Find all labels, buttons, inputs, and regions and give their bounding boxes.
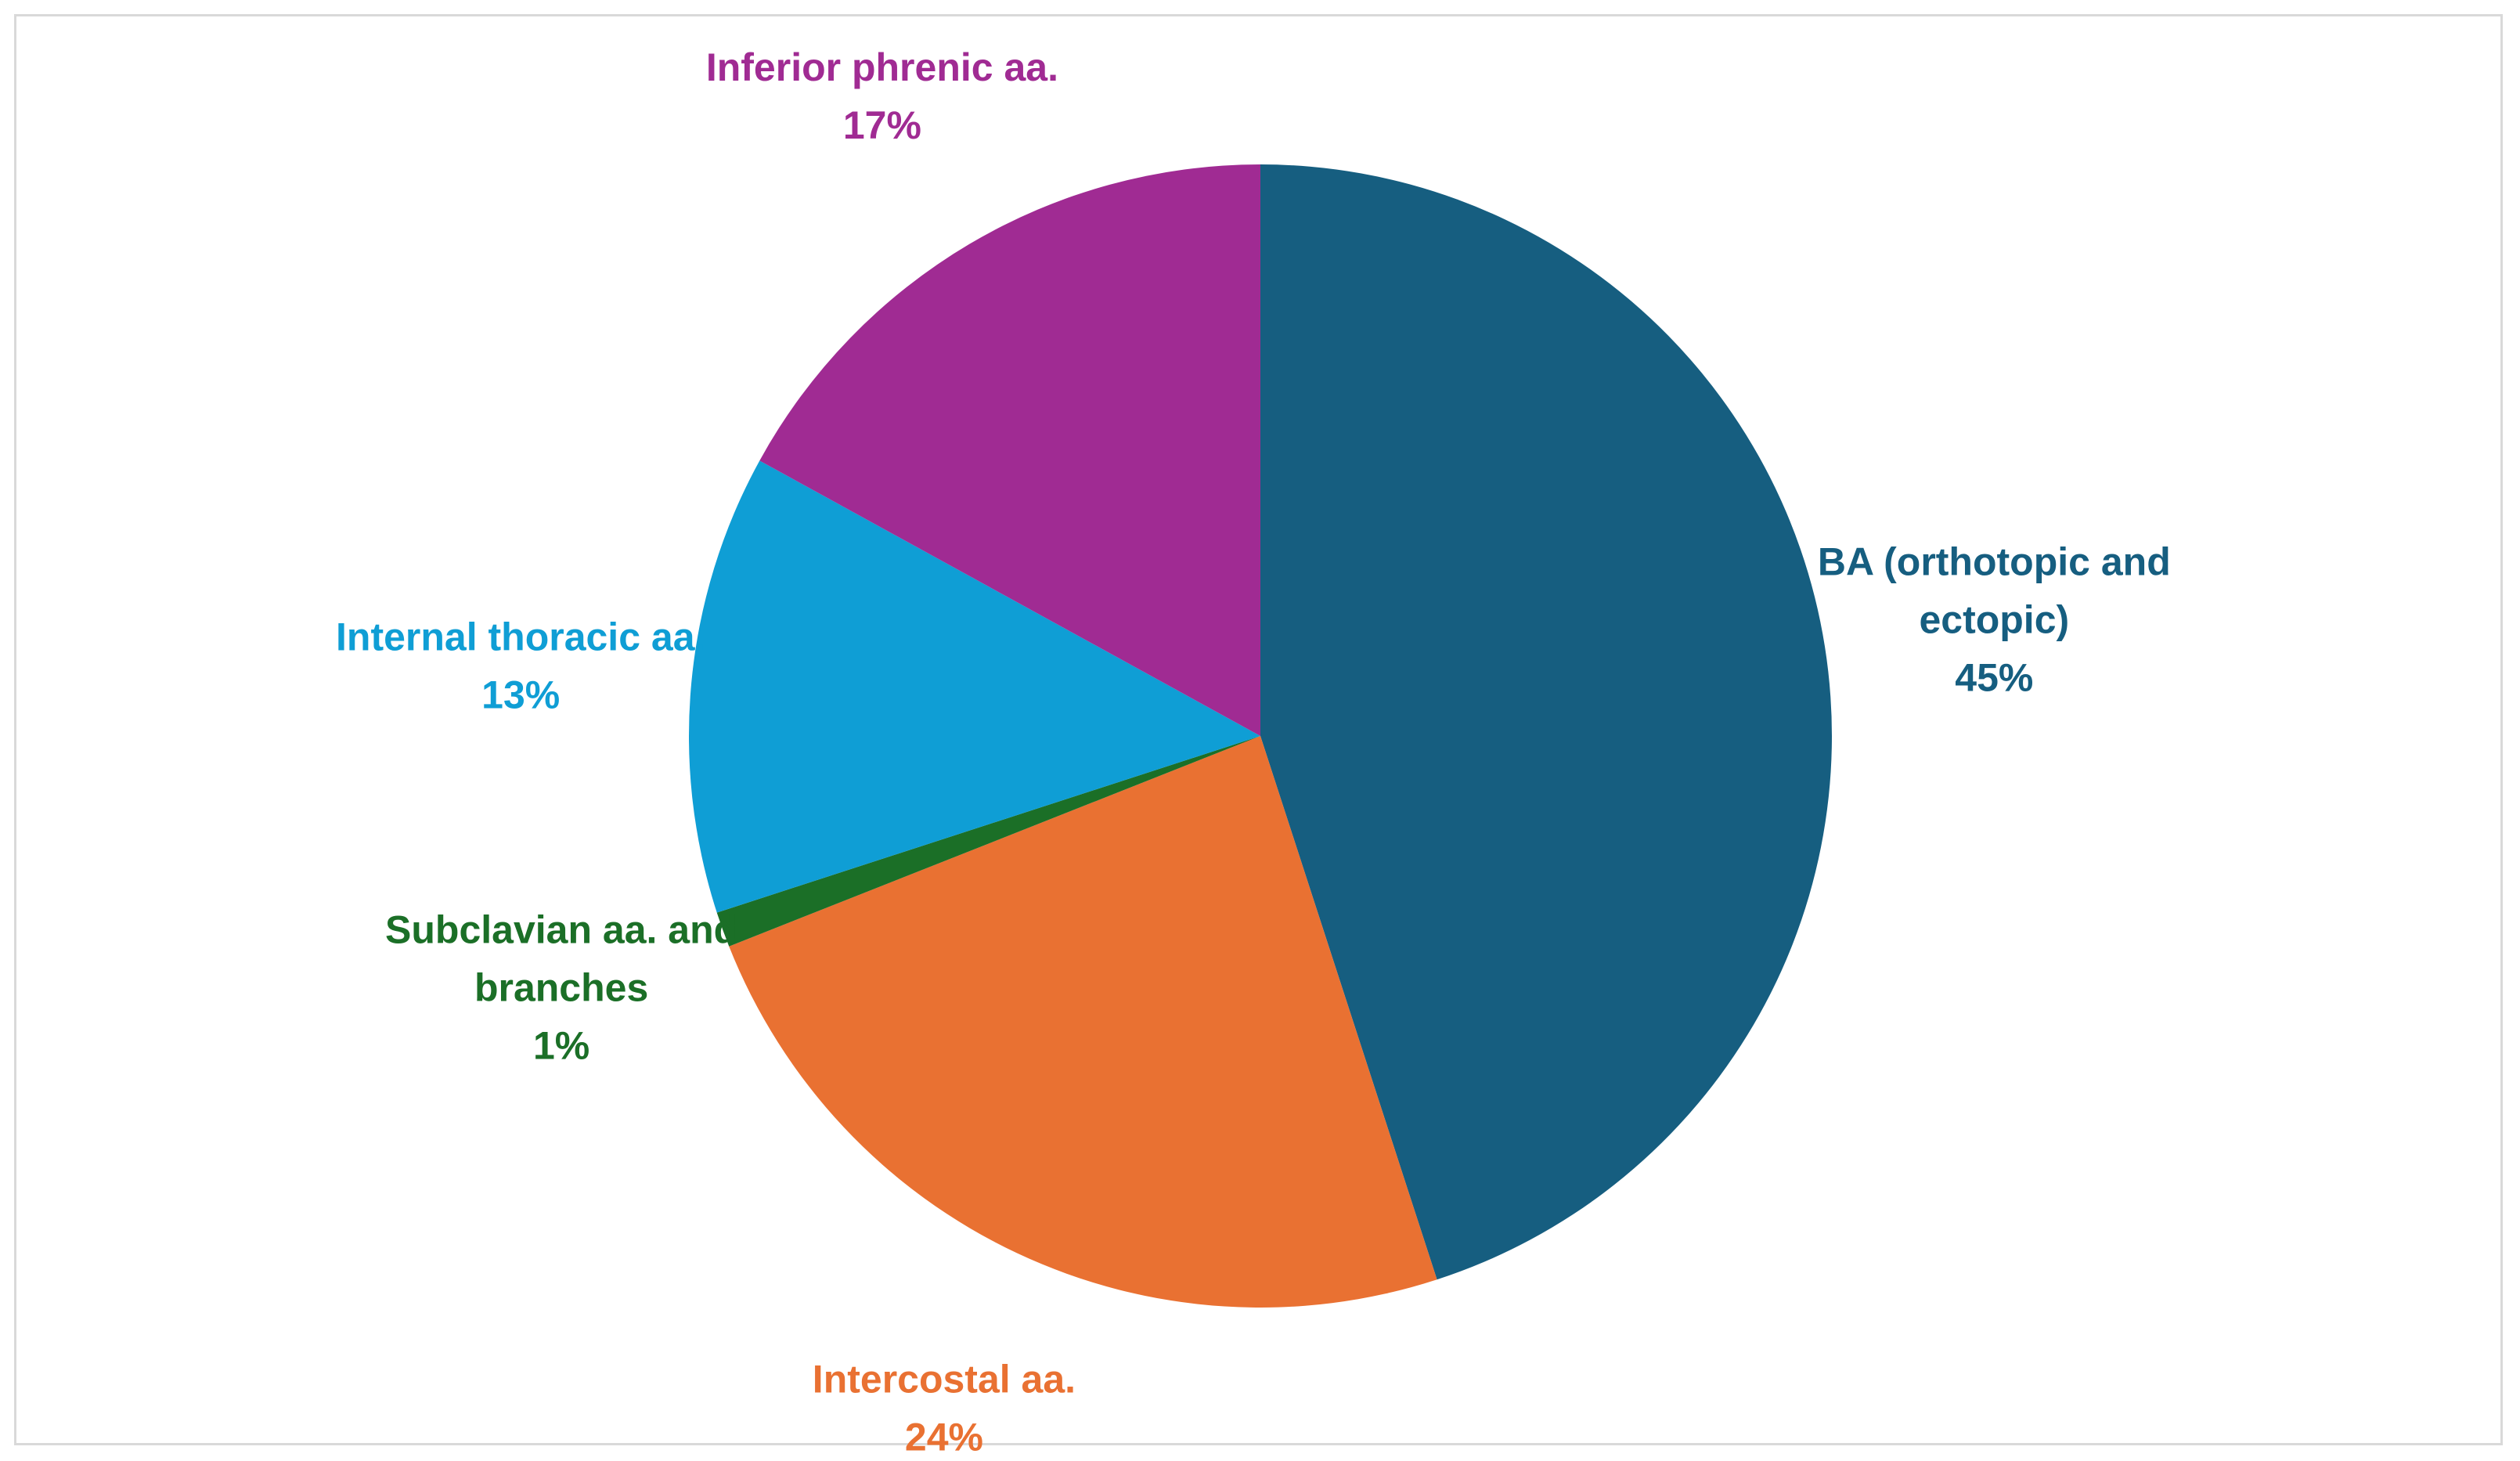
slice-name-label: Intercostal aa.: [813, 1358, 1076, 1401]
slice-percent-label: 24%: [905, 1416, 983, 1459]
slice-name-label: branches: [474, 965, 648, 1009]
slice-name-label: ectopic): [1919, 598, 2069, 642]
pie-slice: [759, 164, 1260, 736]
slice-label: Internal thoracic aa. 13%: [336, 615, 705, 717]
slice-label: BA (orthotopic and ectopic) 45%: [1818, 540, 2171, 700]
slice-percent-label: 17%: [843, 103, 921, 147]
pie-slice: [729, 736, 1437, 1308]
slice-percent-label: 1%: [533, 1023, 589, 1067]
pie-slice: [716, 736, 1260, 947]
pie-slice: [689, 460, 1260, 913]
slice-name-label: Inferior phrenic aa.: [706, 45, 1058, 89]
slice-name-label: Internal thoracic aa.: [336, 615, 705, 659]
pie-slice: [1260, 164, 1833, 1280]
slice-label: Inferior phrenic aa. 17%: [706, 45, 1058, 147]
pie-labels: BA (orthotopic and ectopic) 45% Intercostal…: [336, 45, 2171, 1459]
slice-name-label: Subclavian aa. and: [385, 907, 737, 951]
slice-name-label: BA (orthotopic and: [1818, 540, 2171, 584]
slice-label: Subclavian aa. and branches 1%: [385, 907, 737, 1067]
pie-slices: [689, 164, 1833, 1308]
slice-label: Intercostal aa. 24%: [813, 1358, 1076, 1459]
slice-percent-label: 45%: [1955, 656, 2033, 700]
slice-percent-label: 13%: [481, 673, 560, 717]
